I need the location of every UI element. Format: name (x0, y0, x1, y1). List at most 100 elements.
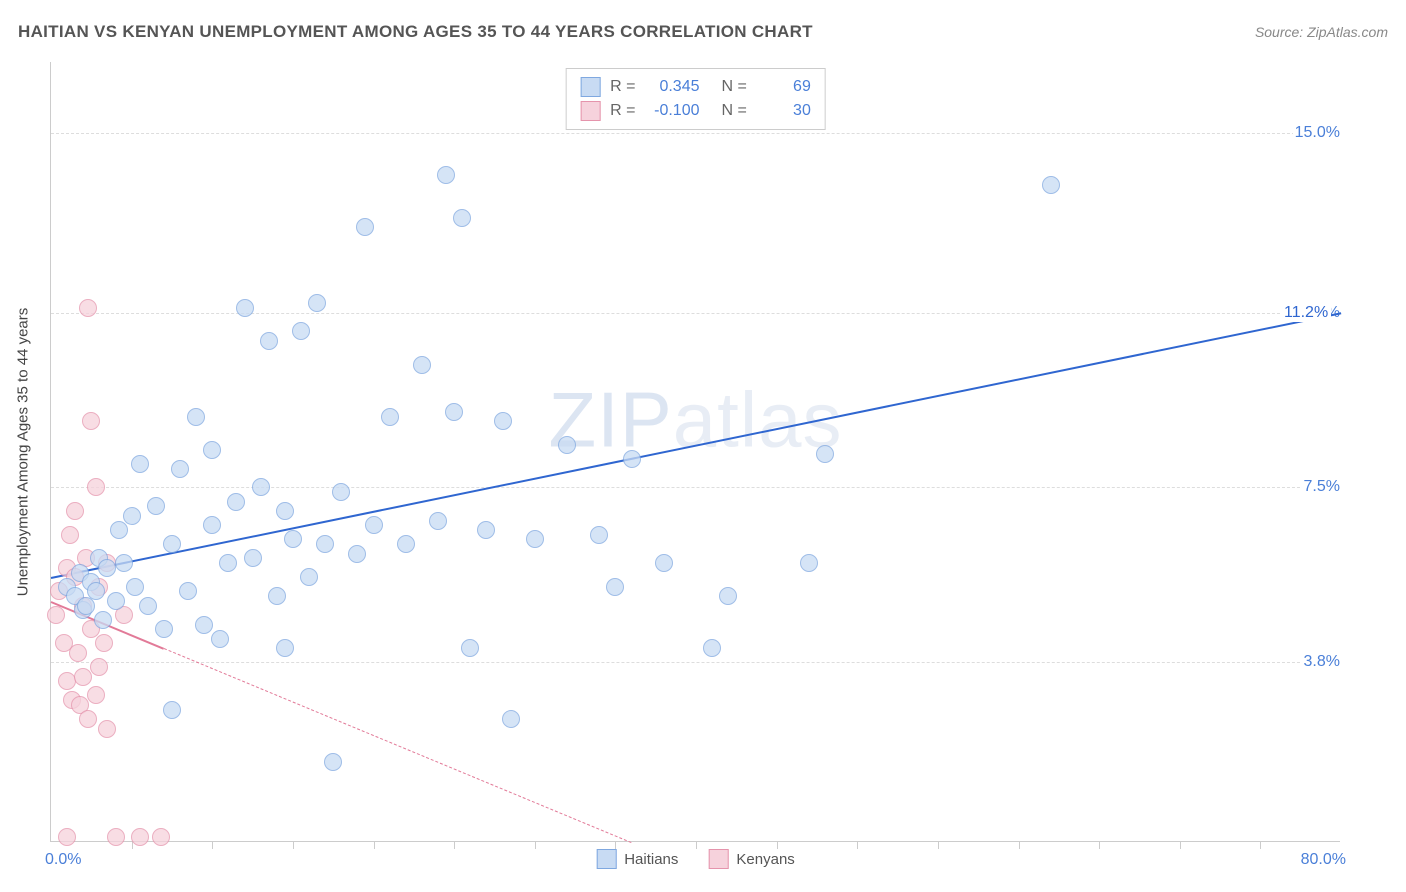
data-point (461, 639, 479, 657)
data-point (252, 478, 270, 496)
x-tick (1099, 841, 1100, 849)
data-point (58, 828, 76, 846)
legend-r-label: R = (610, 75, 635, 99)
data-point (61, 526, 79, 544)
legend-n-value: 69 (757, 75, 811, 99)
data-point (502, 710, 520, 728)
data-point (590, 526, 608, 544)
legend-row: R =-0.100N =30 (580, 99, 811, 123)
x-tick (857, 841, 858, 849)
data-point (260, 332, 278, 350)
data-point (703, 639, 721, 657)
data-point (87, 686, 105, 704)
data-point (623, 450, 641, 468)
x-tick (293, 841, 294, 849)
data-point (126, 578, 144, 596)
gridline (51, 662, 1340, 663)
data-point (95, 634, 113, 652)
data-point (195, 616, 213, 634)
data-point (163, 701, 181, 719)
gridline (51, 133, 1340, 134)
data-point (211, 630, 229, 648)
header: HAITIAN VS KENYAN UNEMPLOYMENT AMONG AGE… (18, 22, 1388, 42)
legend-swatch (596, 849, 616, 869)
data-point (308, 294, 326, 312)
x-tick (535, 841, 536, 849)
data-point (203, 516, 221, 534)
data-point (123, 507, 141, 525)
x-tick (1019, 841, 1020, 849)
x-axis-max-label: 80.0% (1301, 851, 1346, 869)
data-point (316, 535, 334, 553)
data-point (110, 521, 128, 539)
x-tick (1180, 841, 1181, 849)
data-point (219, 554, 237, 572)
legend-item: Haitians (596, 849, 678, 869)
data-point (453, 209, 471, 227)
data-point (276, 639, 294, 657)
source-attribution: Source: ZipAtlas.com (1255, 24, 1388, 40)
y-axis-title: Unemployment Among Ages 35 to 44 years (15, 307, 32, 596)
data-point (90, 658, 108, 676)
data-point (107, 592, 125, 610)
data-point (324, 753, 342, 771)
data-point (800, 554, 818, 572)
legend-label: Kenyans (736, 851, 794, 868)
x-tick (777, 841, 778, 849)
correlation-legend: R =0.345N =69R =-0.100N =30 (565, 68, 826, 130)
data-point (356, 218, 374, 236)
data-point (437, 166, 455, 184)
x-tick (212, 841, 213, 849)
x-tick (374, 841, 375, 849)
data-point (381, 408, 399, 426)
data-point (236, 299, 254, 317)
data-point (284, 530, 302, 548)
data-point (244, 549, 262, 567)
data-point (276, 502, 294, 520)
data-point (94, 611, 112, 629)
data-point (494, 412, 512, 430)
data-point (413, 356, 431, 374)
series-legend: Haitians Kenyans (596, 849, 795, 869)
data-point (655, 554, 673, 572)
legend-r-value: 0.345 (646, 75, 700, 99)
data-point (203, 441, 221, 459)
data-point (79, 299, 97, 317)
x-tick (938, 841, 939, 849)
data-point (606, 578, 624, 596)
data-point (87, 478, 105, 496)
data-point (47, 606, 65, 624)
legend-label: Haitians (624, 851, 678, 868)
data-point (74, 668, 92, 686)
data-point (131, 455, 149, 473)
legend-n-label: N = (722, 99, 747, 123)
x-tick (615, 841, 616, 849)
x-tick (454, 841, 455, 849)
legend-swatch (708, 849, 728, 869)
legend-swatch (580, 77, 600, 97)
data-point (397, 535, 415, 553)
data-point (719, 587, 737, 605)
data-point (69, 644, 87, 662)
legend-n-value: 30 (757, 99, 811, 123)
data-point (131, 828, 149, 846)
data-point (107, 828, 125, 846)
data-point (163, 535, 181, 553)
y-tick-label: 7.5% (1302, 478, 1342, 496)
x-axis-min-label: 0.0% (45, 851, 81, 869)
data-point (558, 436, 576, 454)
data-point (1042, 176, 1060, 194)
data-point (79, 710, 97, 728)
data-point (816, 445, 834, 463)
data-point (155, 620, 173, 638)
data-point (115, 554, 133, 572)
x-tick (1260, 841, 1261, 849)
legend-r-value: -0.100 (646, 99, 700, 123)
data-point (152, 828, 170, 846)
data-point (268, 587, 286, 605)
legend-row: R =0.345N =69 (580, 75, 811, 99)
data-point (171, 460, 189, 478)
trend-line (164, 648, 632, 843)
data-point (300, 568, 318, 586)
data-point (477, 521, 495, 539)
